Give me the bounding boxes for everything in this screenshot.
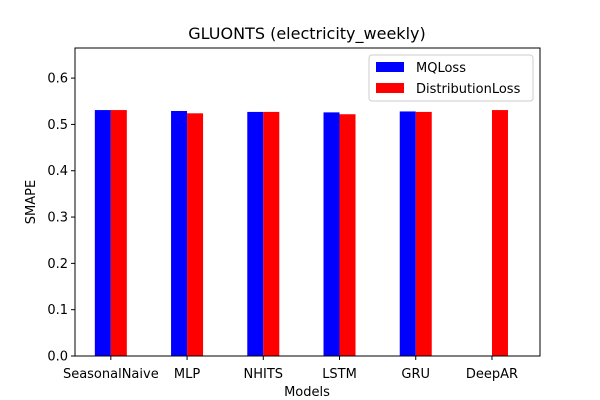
y-tick-label: 0.1 [47, 303, 68, 318]
plot-frame [74, 47, 541, 357]
bar-mqloss-nhits [247, 111, 264, 356]
legend: MQLoss DistributionLoss [368, 54, 534, 102]
x-tick-label: SeasonalNaive [63, 367, 159, 382]
bar-distributionloss-mlp [187, 113, 204, 356]
bar-mqloss-seasonalnaive [94, 110, 111, 356]
y-axis-title: SMAPE [24, 180, 39, 224]
chart-title: GLUONTS (electricity_weekly) [188, 24, 425, 44]
y-tick-label: 0.0 [47, 350, 68, 365]
y-tick-label: 0.2 [47, 257, 68, 272]
bar-mqloss-mlp [171, 110, 188, 356]
y-tick-label: 0.4 [47, 164, 68, 179]
bar-distributionloss-lstm [339, 114, 356, 356]
bar-distributionloss-gru [415, 111, 432, 356]
y-tick-label: 0.5 [47, 118, 68, 133]
plot-area: 0.0 0.1 0.2 0.3 0.4 0.5 0.6 SeasonalNaive MLP NHI… [47, 47, 541, 382]
x-tick-label: MLP [174, 367, 200, 382]
bar-distributionloss-deepar [491, 110, 508, 356]
legend-label: MQLoss [416, 61, 466, 76]
legend-label: DistributionLoss [416, 82, 521, 97]
x-tick-label: NHITS [244, 367, 284, 382]
bar-distributionloss-nhits [263, 111, 280, 356]
bar-mqloss-gru [399, 111, 416, 356]
legend-swatch [376, 83, 404, 93]
y-tick-label: 0.3 [47, 211, 68, 226]
bar-mqloss-lstm [323, 112, 340, 357]
legend-box [368, 54, 534, 102]
x-tick-label: GRU [401, 367, 430, 382]
x-tick-label: LSTM [322, 367, 357, 382]
x-axis-title: Models [284, 385, 330, 400]
x-tick-label: DeepAR [466, 367, 518, 382]
bar-distributionloss-seasonalnaive [110, 110, 127, 356]
y-tick-label: 0.6 [47, 72, 68, 87]
legend-swatch [376, 62, 404, 72]
